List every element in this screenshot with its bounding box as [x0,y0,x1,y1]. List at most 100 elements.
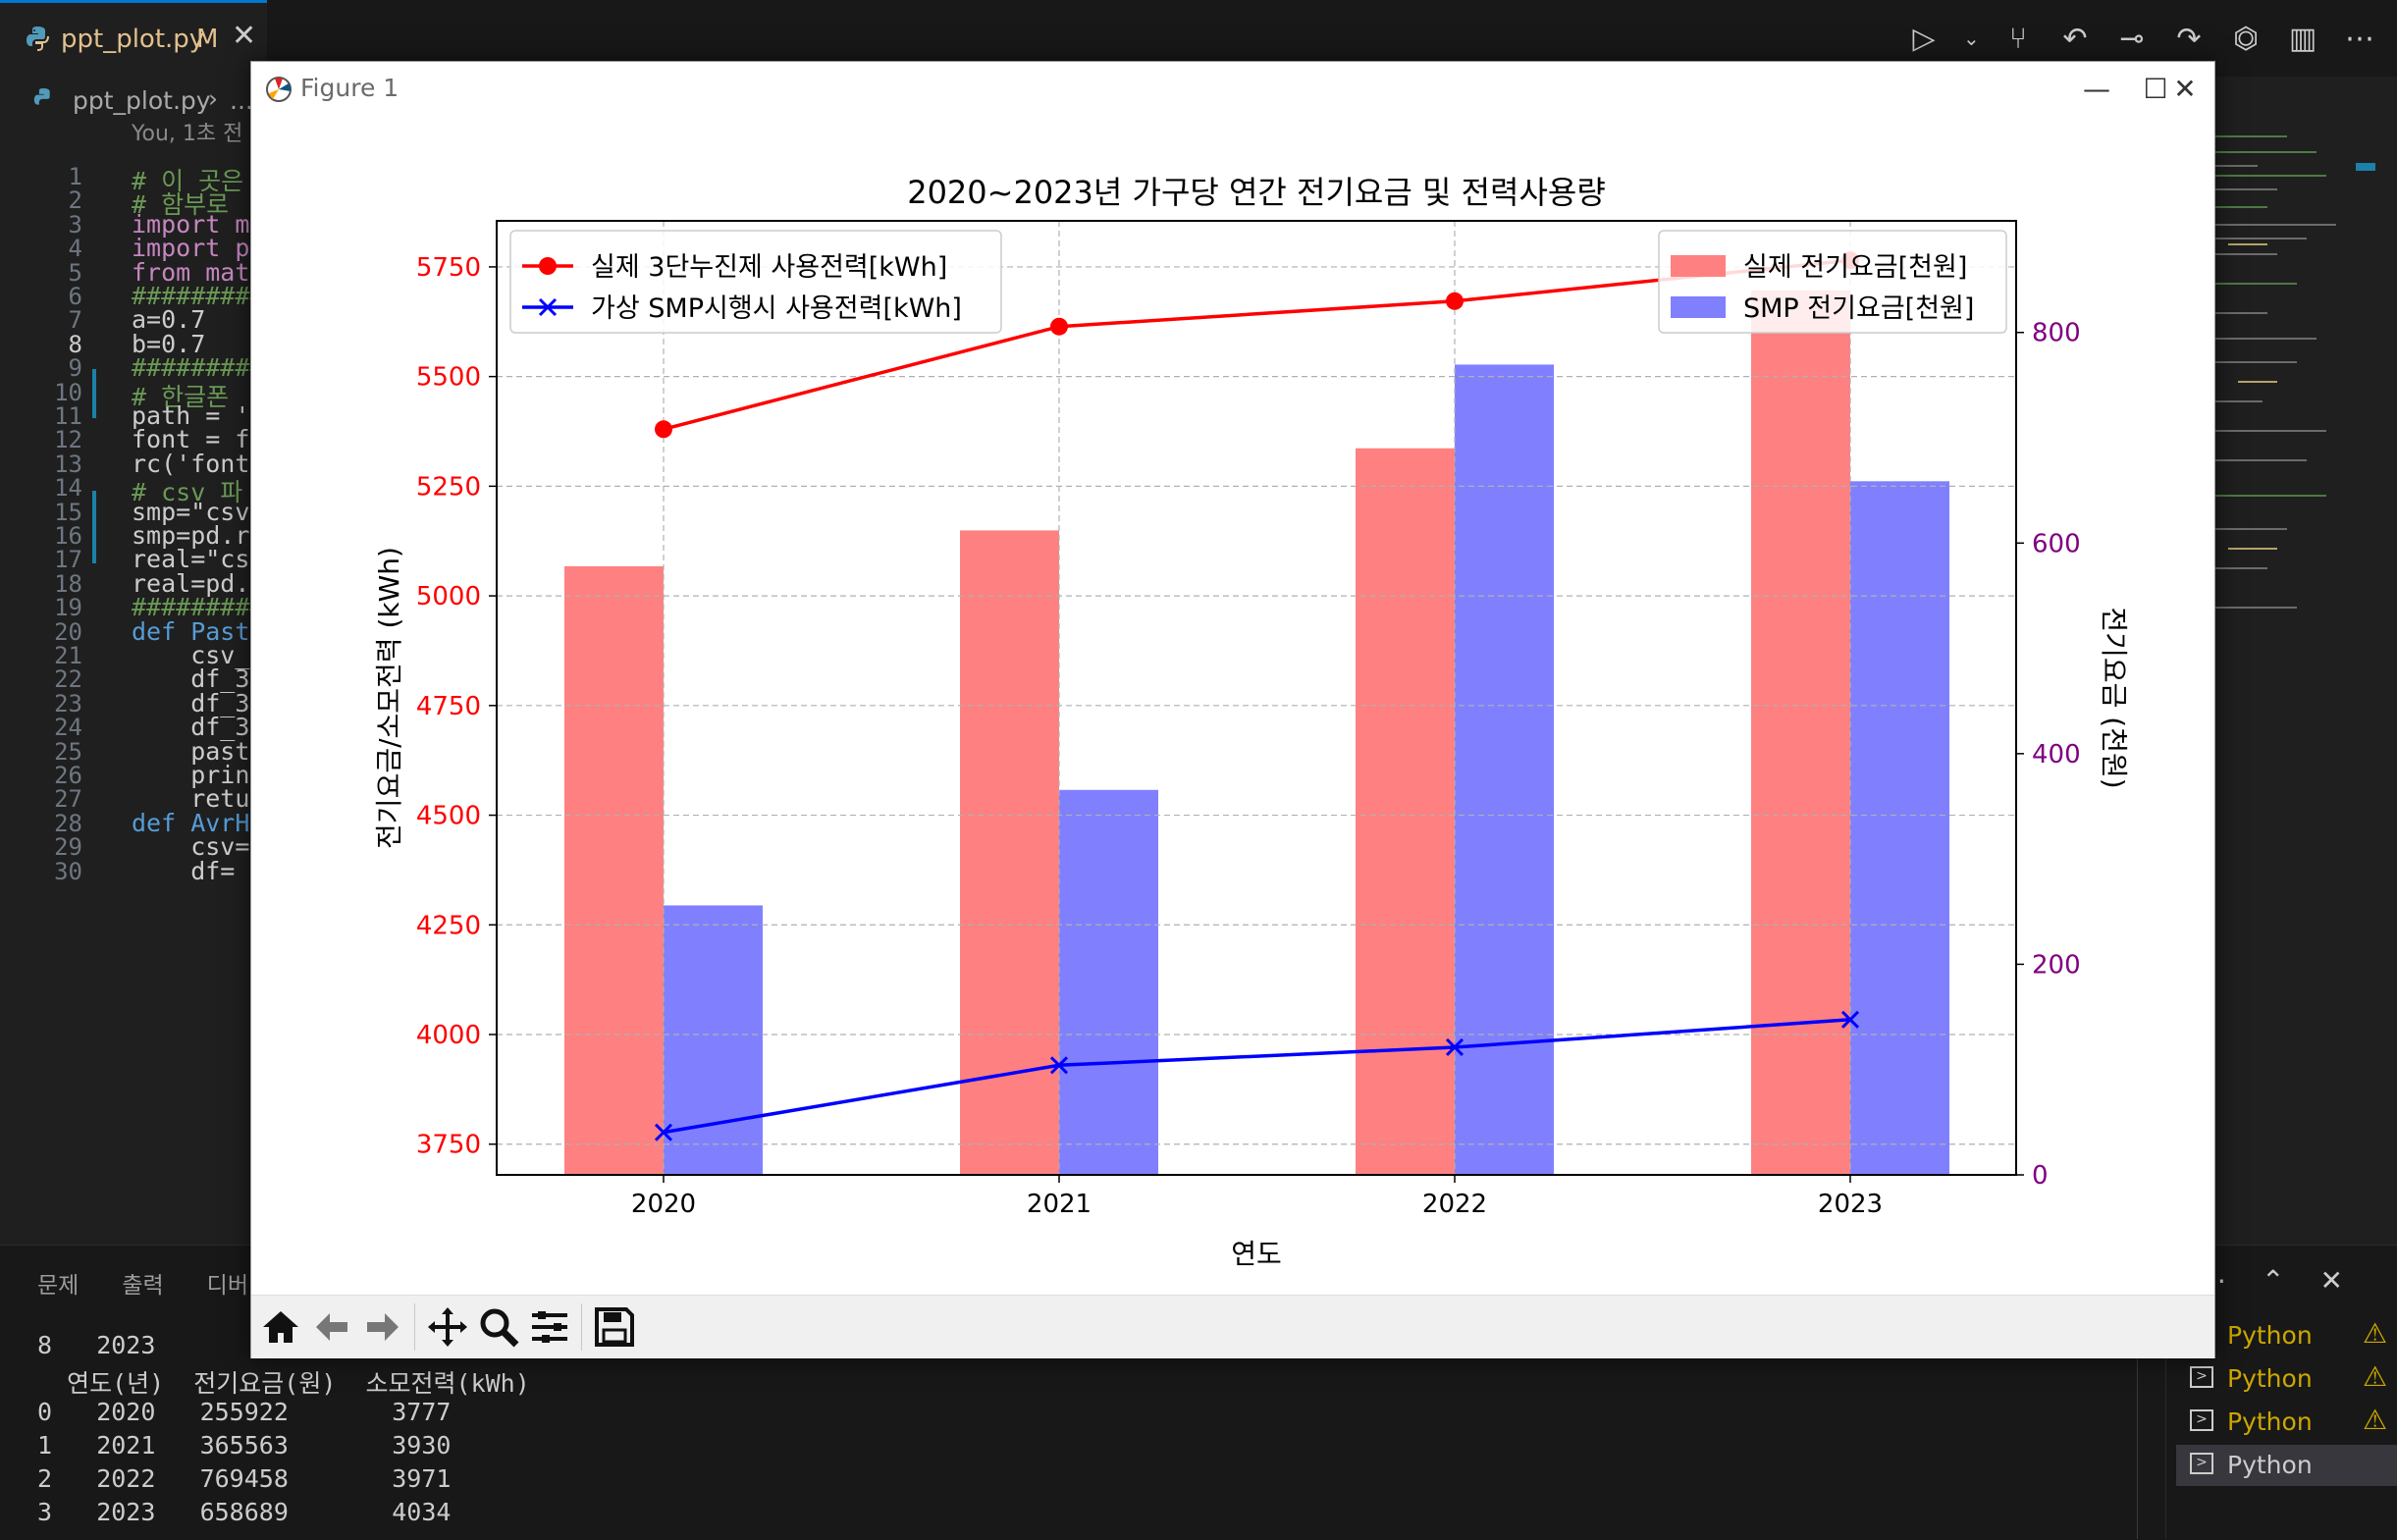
tab-modified-badge: M [196,25,219,54]
figure-title: Figure 1 [300,74,400,102]
back-arrow-icon[interactable] [308,1303,355,1351]
code-line: def Past [132,616,250,646]
maximize-panel-icon[interactable]: ⌃ [2262,1264,2285,1297]
x-tick-label: 2020 [631,1190,696,1219]
zoom-icon[interactable] [475,1303,522,1351]
y-tick-label-left: 4750 [416,692,481,721]
go-forward-icon[interactable]: ↷ [2176,21,2202,56]
line-number: 21 [54,642,82,669]
close-window-icon[interactable]: ✕ [2173,73,2197,105]
y-tick-label-left: 4250 [416,911,481,940]
timeline-icon[interactable]: ⏣ [2232,21,2260,56]
terminal-item[interactable]: >Python⚠ [2176,1358,2397,1400]
forward-arrow-icon[interactable] [359,1303,406,1351]
warning-icon: ⚠ [2363,1360,2388,1393]
toolbar-separator [581,1303,582,1351]
legend-left [509,230,1002,334]
chevron-right-icon: › [208,84,218,113]
legend-bar-swatch [1671,255,1726,277]
bar-smp [1059,789,1158,1175]
python-file-icon [33,88,50,105]
code-line: a=0.7 [132,305,206,335]
y-axis-label-right: 전기요금 (천원) [2098,607,2130,788]
close-panel-icon[interactable]: ✕ [2319,1264,2343,1297]
line-number: 2 [68,186,82,215]
y-tick-label-right: 800 [2032,319,2081,348]
line-number: 9 [68,354,82,383]
y-tick-label-right: 200 [2032,950,2081,980]
code-line: # csv 파 [132,478,243,507]
terminal-line: 1 2021 365563 3930 [37,1431,452,1460]
minimap[interactable] [2209,116,2375,665]
y-axis-label-left: 전기요금/소모전력 (kWh) [373,547,405,849]
line-number: 10 [54,378,82,406]
line-number: 13 [54,450,82,478]
y-tick-label-left: 4000 [416,1021,481,1050]
commit-icon[interactable]: ⊸ [2119,21,2145,56]
modified-gutter [92,369,96,418]
figure-title-bar[interactable]: Figure 1 — ☐ ✕ [251,62,2214,117]
code-line: real="cs [132,545,250,574]
toolbar-separator [414,1303,415,1351]
close-icon[interactable]: ✕ [232,19,257,53]
terminal-icon: > [2190,1409,2213,1431]
editor-actions: ▷ ⌄ ⑂ ↶ ⊸ ↷ ⏣ ▥ ⋯ [1906,14,2377,63]
x-tick-label: 2022 [1422,1190,1487,1219]
terminal-item-active[interactable]: > Python [2176,1445,2397,1486]
code-line: from mat [132,257,250,287]
terminal-line: 3 2023 658689 4034 [37,1498,452,1526]
data-point-real [1050,317,1068,336]
code-line: past [132,736,250,766]
pan-icon[interactable] [424,1303,471,1351]
line-number: 5 [68,258,82,287]
warning-icon: ⚠ [2363,1317,2388,1350]
terminal-line: 0 2020 255922 3777 [37,1398,452,1426]
line-number: 4 [68,235,82,263]
line-series-smp [663,1018,1851,1135]
line-number: 12 [54,426,82,454]
line-number: 22 [54,665,82,694]
data-point-smp [1445,1037,1465,1057]
code-line: rc('font [132,449,250,478]
breadcrumb-file[interactable]: ppt_plot.py [73,86,211,115]
tab-debug-console[interactable]: 디버 [206,1273,248,1299]
line-number: 18 [54,569,82,598]
tab-ppt-plot[interactable]: ppt_plot.py M ✕ [0,0,267,77]
terminal-line: 8 2023 [37,1331,156,1359]
terminal-icon: > [2190,1453,2213,1474]
home-icon[interactable] [257,1303,304,1351]
line-number: 23 [54,689,82,717]
line-number: 6 [68,283,82,310]
code-line: csv= [132,832,250,862]
save-icon[interactable] [591,1303,638,1351]
chevron-down-icon[interactable]: ⌄ [1963,27,1980,50]
configure-subplots-icon[interactable] [526,1303,573,1351]
more-actions-icon[interactable]: ⋯ [2345,21,2374,56]
legend-bar-swatch [1671,296,1726,318]
tab-problems[interactable]: 문제 [37,1273,80,1299]
minimize-icon[interactable]: — [2083,73,2110,105]
maximize-icon[interactable]: ☐ [2143,73,2168,105]
breadcrumb-symbol[interactable]: ... [230,86,253,115]
line-number: 15 [54,498,82,526]
line-number: 24 [54,714,82,742]
run-icon[interactable]: ▷ [1912,21,1936,56]
source-control-icon[interactable]: ⑂ [2009,21,2027,56]
panel-actions: ⋯ ⌃ ✕ [2199,1264,2343,1297]
code-editor[interactable]: You, 1초 전 1 # 이 곳은 2 # 함부로 3 import m 4 import … [0,116,2159,1245]
y-tick-label-right: 600 [2032,529,2081,558]
go-back-icon[interactable]: ↶ [2062,21,2088,56]
split-editor-icon[interactable]: ▥ [2288,21,2317,56]
figure-canvas[interactable]: 3750 4000 4250 4500 4750 5000 5250 5500 5750 0 200… [251,117,2214,1295]
terminal-item[interactable]: >Python⚠ [2176,1402,2397,1443]
code-line: # 이 곳은 [132,167,244,195]
line-number: 14 [54,474,82,503]
figure-window[interactable]: Figure 1 — ☐ ✕ 3750 4000 4250 4500 4750 5000 5… [250,61,2215,1358]
code-line: smp=pd.r [132,521,250,550]
code-line: # 함부로 [132,190,230,220]
code-line: ######### [132,353,265,383]
y-tick-label-left: 5250 [416,472,481,502]
code-line: real=pd. [132,568,250,598]
legend-label: 실제 전기요금[천원] [1743,252,1967,283]
tab-output[interactable]: 출력 [122,1273,164,1299]
